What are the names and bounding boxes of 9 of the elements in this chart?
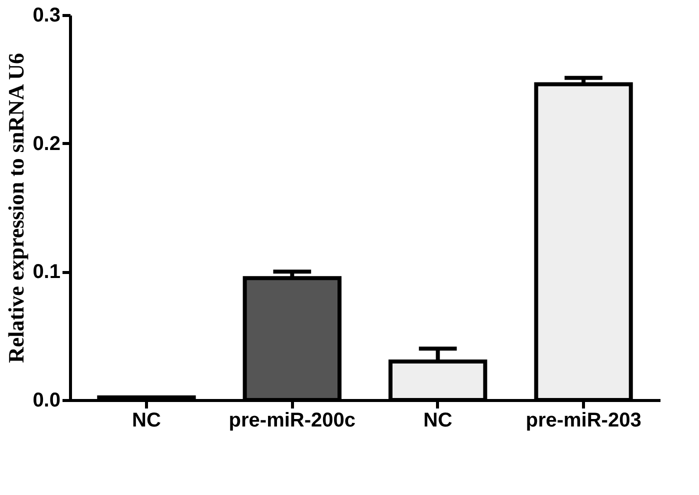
x-tick-label: NC [423,410,452,432]
x-tick-label: NC [132,410,161,432]
x-tick-label: pre-miR-200c [228,410,356,432]
x-tick-label: pre-miR-203 [526,410,642,432]
y-tick-label: 0.2 [32,132,60,155]
y-tick-label: 0.1 [32,261,60,284]
y-axis-title: Relative expression to snRNA U6 [4,52,29,364]
y-tick-label: 0.0 [32,390,60,412]
y-tick-label: 0.3 [32,4,60,26]
